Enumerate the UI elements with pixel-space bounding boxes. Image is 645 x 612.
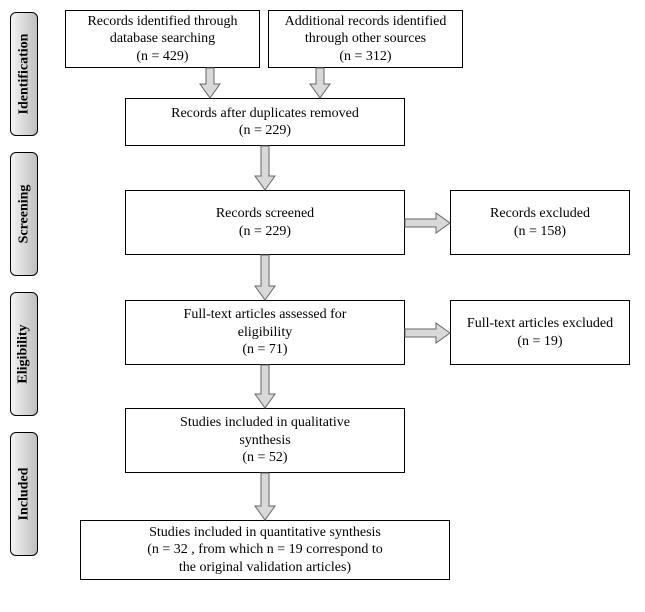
arrow-down-1b — [310, 68, 330, 98]
box-quantitative: Studies included in quantitative synthes… — [80, 520, 450, 580]
quant-l1: Studies included in quantitative synthes… — [149, 525, 381, 540]
stage-included: Included — [10, 432, 38, 556]
stage-included-text: Included — [16, 468, 32, 521]
db-search-l1: Records identified through — [87, 14, 237, 29]
arrow-down-5 — [255, 473, 275, 520]
db-search-l2: database searching — [110, 31, 215, 46]
afterdup-l2: (n = 229) — [239, 123, 291, 138]
db-search-l3: (n = 429) — [136, 49, 188, 64]
box-db-search: Records identified through database sear… — [65, 10, 260, 68]
arrow-down-2 — [255, 146, 275, 190]
screened-l2: (n = 229) — [239, 224, 291, 239]
excl2-l2: (n = 19) — [517, 334, 562, 349]
arrow-right-2 — [405, 323, 450, 343]
other-l3: (n = 312) — [339, 49, 391, 64]
screened-l1: Records screened — [216, 206, 314, 221]
quant-l2: (n = 32 , from which n = 19 correspond t… — [147, 542, 382, 557]
excl1-l1: Records excluded — [490, 206, 590, 221]
arrow-down-1a — [200, 68, 220, 98]
excl1-l2: (n = 158) — [514, 224, 566, 239]
box-qualitative: Studies included in qualitative synthesi… — [125, 408, 405, 473]
box-fulltext: Full-text articles assessed for eligibil… — [125, 300, 405, 365]
stage-screening-text: Screening — [16, 185, 32, 244]
box-other-sources: Additional records identified through ot… — [268, 10, 463, 68]
qual-l1: Studies included in qualitative — [180, 415, 350, 430]
quant-l3: the original validation articles) — [179, 560, 351, 575]
ft-l3: (n = 71) — [242, 342, 287, 357]
stage-screening: Screening — [10, 152, 38, 276]
stage-identification: Identification — [10, 12, 38, 136]
ft-l2: eligibility — [238, 325, 292, 340]
prisma-flowchart: Identification Screening Eligibility Inc… — [10, 10, 635, 602]
qual-l3: (n = 52) — [242, 450, 287, 465]
arrow-down-3 — [255, 255, 275, 300]
qual-l2: synthesis — [239, 433, 290, 448]
other-l2: through other sources — [305, 31, 426, 46]
box-screened: Records screened (n = 229) — [125, 190, 405, 255]
box-excluded2: Full-text articles excluded (n = 19) — [450, 300, 630, 365]
ft-l1: Full-text articles assessed for — [184, 307, 347, 322]
arrow-right-1 — [405, 213, 450, 233]
stage-identification-text: Identification — [16, 34, 32, 115]
box-after-dup: Records after duplicates removed (n = 22… — [125, 98, 405, 146]
excl2-l1: Full-text articles excluded — [467, 316, 613, 331]
arrow-down-4 — [255, 365, 275, 408]
box-excluded1: Records excluded (n = 158) — [450, 190, 630, 255]
stage-eligibility: Eligibility — [10, 292, 38, 416]
stage-eligibility-text: Eligibility — [16, 324, 32, 383]
other-l1: Additional records identified — [285, 14, 447, 29]
afterdup-l1: Records after duplicates removed — [171, 106, 359, 121]
